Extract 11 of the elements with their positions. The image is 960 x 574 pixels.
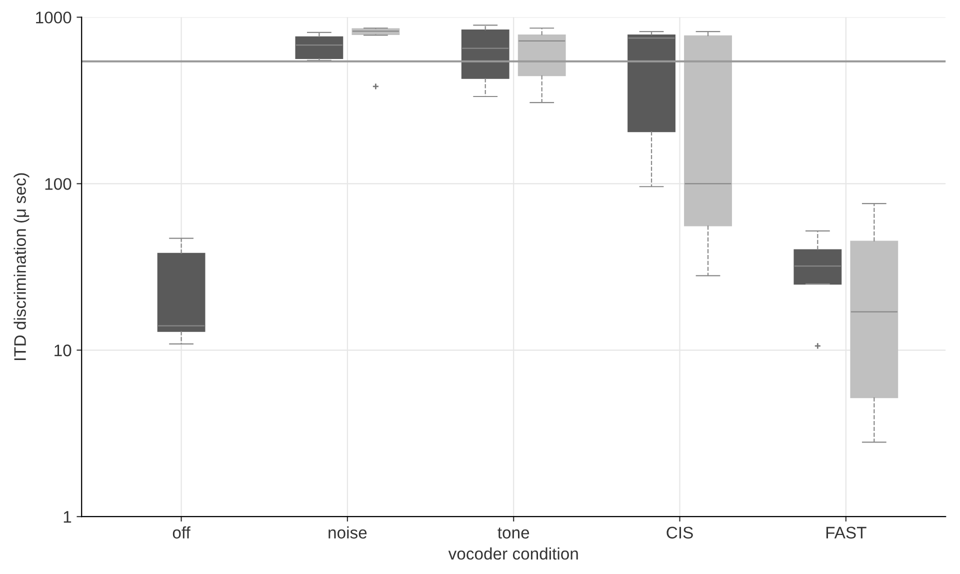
x-axis-title: vocoder condition	[448, 547, 578, 560]
y-tick-label: 1	[64, 511, 72, 523]
y-tick-label: 10	[54, 344, 72, 356]
x-tick-label: FAST	[826, 526, 866, 539]
y-axis-title: ITD discrimination (μ sec)	[14, 173, 30, 360]
x-tick-label: off	[172, 526, 190, 539]
x-tick-label: noise	[328, 526, 367, 539]
x-tick-label: tone	[498, 528, 530, 539]
y-tick-label: 100	[45, 178, 72, 190]
x-tick-label: CIS	[666, 526, 693, 539]
y-tick-label: 1000	[36, 12, 72, 24]
